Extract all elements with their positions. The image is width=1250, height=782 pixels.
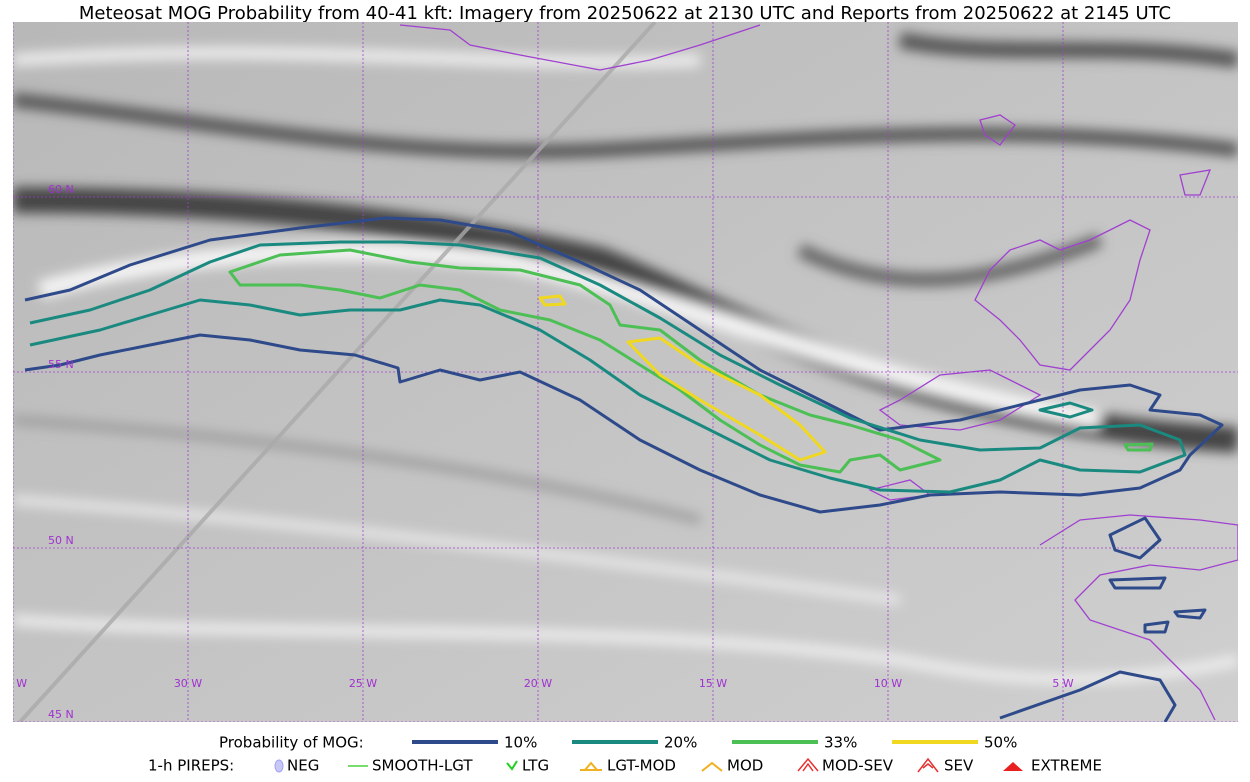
title: Meteosat MOG Probability from 40-41 kft:… <box>79 3 1171 24</box>
map-labels: 60 N 55 N 50 N 45 N 35 W 30 W 25 W 20 W 15 W 10 W… <box>0 183 1074 721</box>
legend-item: 33% <box>824 734 857 752</box>
legend-item: 10% <box>504 734 537 752</box>
contour-20 <box>29 240 1187 494</box>
legend-title: Probability of MOG: <box>219 734 364 752</box>
legend-item: NEG <box>287 757 319 775</box>
coastlines <box>399 24 1238 721</box>
legend-item: LGT-MOD <box>607 757 676 775</box>
contour-10-islands <box>999 516 1207 722</box>
pirep-icon <box>797 757 819 772</box>
pirep-icon <box>274 759 284 773</box>
legend-item: SMOOTH-LGT <box>372 757 473 775</box>
lat-label: 60 N <box>48 183 74 196</box>
lon-label: 25 W <box>349 677 377 690</box>
map: 60 N 55 N 50 N 45 N 35 W 30 W 25 W 20 W 15 W 10 W… <box>0 22 1238 722</box>
contour-33 <box>228 248 1154 474</box>
legend-item: SEV <box>944 757 974 775</box>
pirep-icon <box>1003 762 1023 771</box>
lon-label: 10 W <box>874 677 902 690</box>
legend-title: 1-h PIREPS: <box>148 757 234 775</box>
pirep-icon <box>917 757 939 773</box>
contour-20-island <box>1038 401 1094 419</box>
lat-label: 55 N <box>48 358 74 371</box>
lat-label: 45 N <box>48 708 74 721</box>
lon-label: 35 W <box>0 677 27 690</box>
lon-label: 5 W <box>1052 677 1073 690</box>
contour-50 <box>538 294 827 462</box>
lon-label: 20 W <box>524 677 552 690</box>
legend-item: 50% <box>984 734 1017 752</box>
legend-item: MOD <box>727 757 763 775</box>
lat-label: 50 N <box>48 534 74 547</box>
legend: Probability of MOG: 10% 20% 33% 50% 1-h PIREP… <box>148 734 1102 775</box>
pirep-icon <box>580 761 602 771</box>
contour-10 <box>24 216 1224 514</box>
legend-item: MOD-SEV <box>822 757 894 775</box>
mog-contours <box>24 216 1224 722</box>
pirep-icon <box>701 761 723 772</box>
graticule <box>13 22 1238 722</box>
legend-item: EXTREME <box>1031 757 1102 775</box>
legend-item: LTG <box>522 757 549 775</box>
lon-label: 15 W <box>699 677 727 690</box>
cloud-streaks <box>13 32 1238 684</box>
legend-item: 20% <box>664 734 697 752</box>
pirep-icon <box>506 760 518 771</box>
lon-label: 30 W <box>174 677 202 690</box>
